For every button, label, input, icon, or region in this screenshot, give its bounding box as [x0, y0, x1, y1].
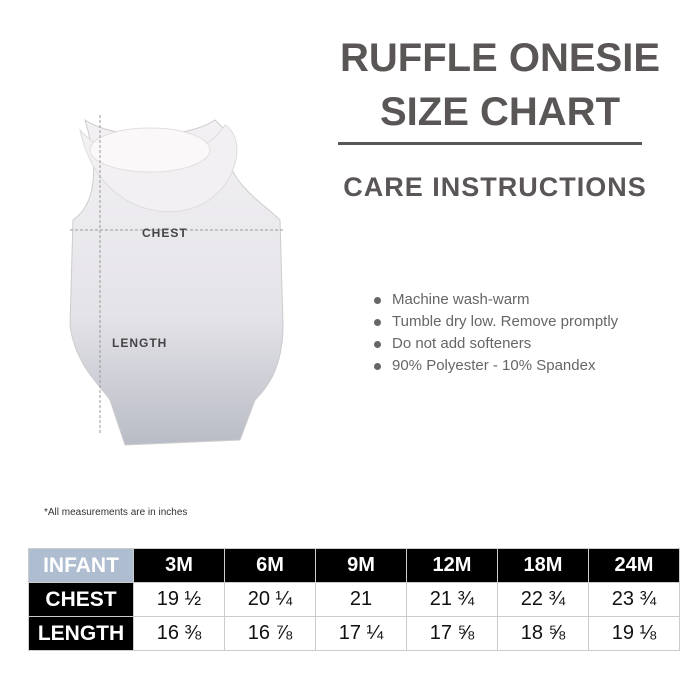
care-list: Machine wash-warm Tumble dry low. Remove… — [372, 289, 618, 377]
care-item: Do not add softeners — [372, 333, 618, 355]
title-divider — [338, 142, 642, 145]
cell: 19 ⅛ — [588, 616, 680, 651]
size-header: 12M — [406, 548, 498, 583]
table-header-row: INFANT 3M 6M 9M 12M 18M 24M — [28, 548, 680, 583]
onesie-image — [69, 115, 284, 446]
table-row: CHEST 19 ½ 20 ¼ 21 21 ¾ 22 ¾ 23 ¾ — [28, 582, 680, 617]
page-title-line2: SIZE CHART — [380, 90, 620, 134]
measurement-note: *All measurements are in inches — [44, 507, 188, 518]
care-heading: CARE INSTRUCTIONS — [343, 172, 647, 202]
cell: 19 ½ — [133, 582, 225, 617]
cell: 16 ⅞ — [224, 616, 316, 651]
bullet-icon — [374, 296, 381, 304]
cell: 22 ¾ — [497, 582, 589, 617]
row-label: CHEST — [28, 582, 134, 617]
size-table: INFANT 3M 6M 9M 12M 18M 24M CHEST 19 ½ 2… — [28, 548, 680, 651]
cell: 21 ¾ — [406, 582, 498, 617]
size-header: 6M — [224, 548, 316, 583]
corner-cell: INFANT — [28, 548, 134, 583]
cell: 21 — [315, 582, 407, 617]
page-title-line1: RUFFLE ONESIE — [339, 36, 661, 80]
size-header: 24M — [588, 548, 680, 583]
cell: 18 ⅝ — [497, 616, 589, 651]
bullet-icon — [374, 340, 381, 348]
cell: 23 ¾ — [588, 582, 680, 617]
size-header: 9M — [315, 548, 407, 583]
cell: 17 ⅝ — [406, 616, 498, 651]
care-item: 90% Polyester - 10% Spandex — [372, 355, 618, 377]
bullet-icon — [374, 362, 381, 370]
size-header: 3M — [133, 548, 225, 583]
care-item: Machine wash-warm — [372, 289, 618, 311]
bullet-icon — [374, 318, 381, 326]
care-item-text: Do not add softeners — [392, 335, 532, 352]
cell: 17 ¼ — [315, 616, 407, 651]
length-label: LENGTH — [112, 336, 168, 350]
cell: 16 ⅜ — [133, 616, 225, 651]
care-item-text: Machine wash-warm — [392, 291, 530, 308]
care-item-text: 90% Polyester - 10% Spandex — [392, 357, 596, 374]
size-header: 18M — [497, 548, 589, 583]
table-row: LENGTH 16 ⅜ 16 ⅞ 17 ¼ 17 ⅝ 18 ⅝ 19 ⅛ — [28, 616, 680, 651]
chest-label: CHEST — [142, 226, 188, 240]
care-item-text: Tumble dry low. Remove promptly — [392, 313, 619, 330]
care-item: Tumble dry low. Remove promptly — [372, 311, 618, 333]
row-label: LENGTH — [28, 616, 134, 651]
cell: 20 ¼ — [224, 582, 316, 617]
